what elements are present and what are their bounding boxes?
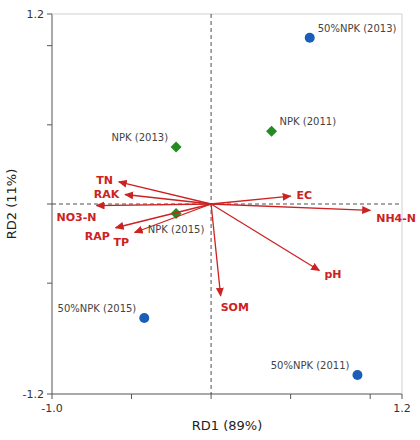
arrow-label: SOM xyxy=(221,301,249,314)
arrow-label: RAK xyxy=(94,188,120,201)
x-tick xyxy=(52,394,53,399)
point-label: NPK (2011) xyxy=(280,116,337,127)
arrow-label: NH4-N xyxy=(376,212,416,225)
y-axis-label: RD2 (11%) xyxy=(4,169,19,239)
x-tick xyxy=(370,394,371,399)
point-label: NPK (2015) xyxy=(148,224,205,235)
arrow-label: pH xyxy=(324,268,341,281)
chart-container: -1.0 1.2 -1.2 1.2 RD1 (89%) RD2 (11%) EC NH4-N p… xyxy=(0,0,420,440)
arrow-label: RAP xyxy=(85,230,110,243)
arrow xyxy=(211,204,221,296)
point-label: NPK (2013) xyxy=(112,132,169,143)
arrow xyxy=(119,182,211,204)
chart-svg: -1.0 1.2 -1.2 1.2 RD1 (89%) RD2 (11%) EC NH4-N p… xyxy=(0,0,420,440)
y-tick xyxy=(47,283,52,284)
point-label: 50%NPK (2013) xyxy=(318,23,397,34)
y-tick xyxy=(47,204,52,205)
page: {"chart_data": { "type": "scatter", "xla… xyxy=(0,0,420,440)
y-tick xyxy=(47,124,52,125)
arrow-label: NO3-N xyxy=(57,211,97,224)
point-label: 50%NPK (2011) xyxy=(271,360,350,371)
x-tick xyxy=(211,394,212,399)
point xyxy=(352,370,362,380)
y-tick-label: -1.2 xyxy=(23,388,44,401)
point-label: 50%NPK (2015) xyxy=(58,303,137,314)
y-tick xyxy=(47,394,52,395)
plot-area xyxy=(52,14,402,394)
arrow xyxy=(211,196,291,204)
arrow xyxy=(211,204,319,271)
point xyxy=(171,142,182,153)
y-tick-label: 1.2 xyxy=(27,8,45,21)
x-tick xyxy=(402,394,403,399)
arrow xyxy=(97,204,212,206)
y-tick xyxy=(47,14,52,15)
arrow xyxy=(211,204,370,210)
arrow-label: TN xyxy=(96,174,113,187)
point xyxy=(305,33,315,43)
frame-line xyxy=(52,14,402,15)
x-axis-label: RD1 (89%) xyxy=(192,418,262,433)
y-tick xyxy=(47,45,52,46)
arrow-label: EC xyxy=(297,189,313,202)
x-tick xyxy=(131,394,132,399)
arrow xyxy=(125,195,211,205)
x-tick-label: -1.0 xyxy=(41,402,62,415)
x-tick-label: 1.2 xyxy=(393,402,411,415)
axes: -1.0 1.2 -1.2 1.2 xyxy=(23,8,411,415)
arrow-label: TP xyxy=(114,236,130,249)
x-tick xyxy=(290,394,291,399)
point xyxy=(266,126,277,137)
labels: EC NH4-N pH SOM TNRAK NO3-N RAP TP 50%NPK (2013)… xyxy=(57,23,416,371)
point xyxy=(139,313,149,323)
x-axis-line xyxy=(52,394,402,395)
